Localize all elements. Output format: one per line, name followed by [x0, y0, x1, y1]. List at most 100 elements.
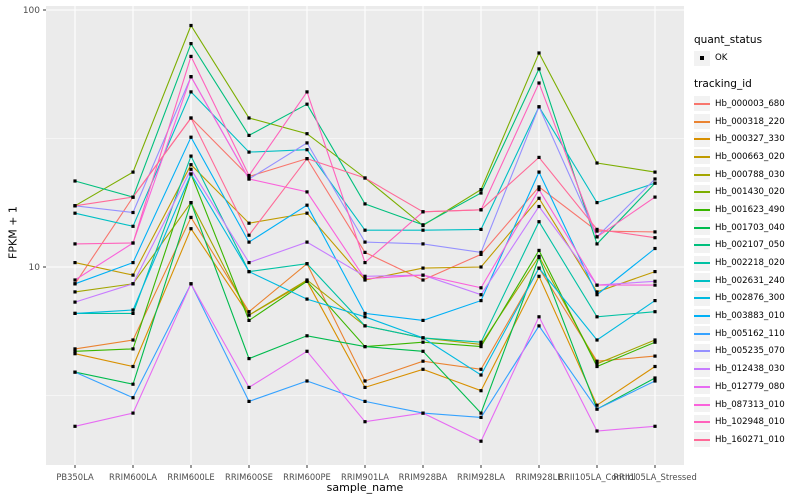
series-color-key-icon — [694, 308, 710, 324]
data-point — [479, 373, 483, 377]
data-point — [131, 273, 135, 277]
data-point — [479, 227, 483, 231]
data-point — [305, 211, 309, 215]
data-point — [595, 429, 599, 433]
data-point — [189, 90, 193, 94]
data-point — [247, 318, 251, 322]
data-point — [421, 318, 425, 322]
data-point — [189, 215, 193, 219]
data-point — [363, 228, 367, 232]
data-point — [305, 349, 309, 353]
legend-item-label: Hb_001623_490 — [715, 204, 785, 215]
data-point — [653, 230, 657, 234]
x-tick-label: PB350LA — [56, 472, 94, 482]
x-tick-label: RRIM600LA — [109, 472, 157, 482]
data-point — [595, 364, 599, 369]
series-color-key-icon — [694, 326, 710, 342]
data-point — [479, 389, 483, 393]
series-color-key-icon — [694, 96, 710, 112]
data-point — [305, 102, 309, 106]
data-point — [537, 220, 541, 224]
y-tick-label: 100 — [23, 6, 40, 16]
data-point — [247, 150, 251, 154]
legend-item-label: Hb_002218_020 — [715, 258, 785, 269]
data-point — [653, 340, 657, 344]
legend-item: Hb_005162_110 — [694, 325, 798, 343]
data-point — [189, 42, 193, 46]
data-point — [305, 148, 309, 152]
legend-item: Hb_000788_030 — [694, 166, 798, 184]
data-point — [363, 399, 367, 403]
data-point — [421, 228, 425, 232]
data-point — [247, 357, 251, 361]
data-point — [247, 116, 251, 120]
data-point — [653, 376, 657, 380]
x-tick-label: RRIM600SE — [225, 472, 273, 482]
data-point — [73, 349, 77, 353]
series-color-key-icon — [694, 273, 710, 289]
data-point — [537, 81, 541, 85]
x-tick-label: RRIM928LE — [515, 472, 562, 482]
data-point — [479, 415, 483, 419]
data-point — [363, 315, 367, 319]
data-point — [595, 407, 599, 411]
series-color-key-icon — [694, 167, 710, 183]
data-point — [421, 223, 425, 227]
data-point — [189, 172, 193, 176]
legend-item-label: Hb_000003_680 — [715, 98, 785, 109]
data-point — [305, 240, 309, 244]
data-point — [305, 262, 309, 266]
legend-item: Hb_087313_010 — [694, 396, 798, 414]
data-point — [479, 208, 483, 212]
data-point — [305, 190, 309, 194]
data-point — [247, 177, 251, 181]
data-point — [421, 210, 425, 214]
data-point — [479, 439, 483, 443]
data-point — [73, 290, 77, 294]
data-point — [653, 236, 657, 240]
data-point — [479, 367, 483, 371]
data-point — [189, 75, 193, 79]
data-point — [363, 385, 367, 389]
data-point — [595, 229, 599, 233]
legend-item: Hb_001430_020 — [694, 183, 798, 201]
legend-item-label: Hb_002107_050 — [715, 240, 785, 251]
x-tick-label: RRIM928LA — [457, 472, 505, 482]
x-tick-label: RRII105LA_Control — [558, 472, 636, 482]
series-color-key-icon — [694, 149, 710, 165]
data-point — [421, 242, 425, 246]
legend-item: Hb_001703_040 — [694, 219, 798, 237]
data-point — [653, 181, 657, 185]
data-point — [421, 336, 425, 340]
series-color-key-icon — [694, 397, 710, 413]
data-point — [479, 188, 483, 192]
data-point — [305, 141, 309, 145]
data-point — [305, 90, 309, 94]
legend-item: Hb_001623_490 — [694, 201, 798, 219]
data-point — [73, 311, 77, 315]
data-point — [131, 170, 135, 174]
data-point — [653, 279, 657, 283]
legend-item: Hb_102948_010 — [694, 413, 798, 431]
data-point — [537, 324, 541, 328]
series-color-key-icon — [694, 202, 710, 218]
x-axis-title: sample_name — [326, 481, 404, 494]
data-point — [305, 379, 309, 383]
data-point — [479, 299, 483, 303]
legend-item-label: Hb_012438_030 — [715, 364, 785, 375]
legend-item-label: Hb_003883_010 — [715, 311, 785, 322]
series-color-key-icon — [694, 184, 710, 200]
data-point — [247, 310, 251, 314]
legend-item: Hb_000318_220 — [694, 113, 798, 131]
legend-item-label: Hb_160271_010 — [715, 434, 785, 445]
y-axis-title: FPKM + 1 — [6, 206, 20, 259]
series-color-key-icon — [694, 361, 710, 377]
legend-item-label: Hb_000327_330 — [715, 134, 785, 145]
legend-item-label: Hb_012779_080 — [715, 381, 785, 392]
data-point — [479, 250, 483, 254]
data-point — [595, 290, 599, 294]
data-point — [73, 300, 77, 304]
data-point — [595, 403, 599, 407]
data-point — [73, 352, 77, 356]
data-point — [537, 170, 541, 174]
